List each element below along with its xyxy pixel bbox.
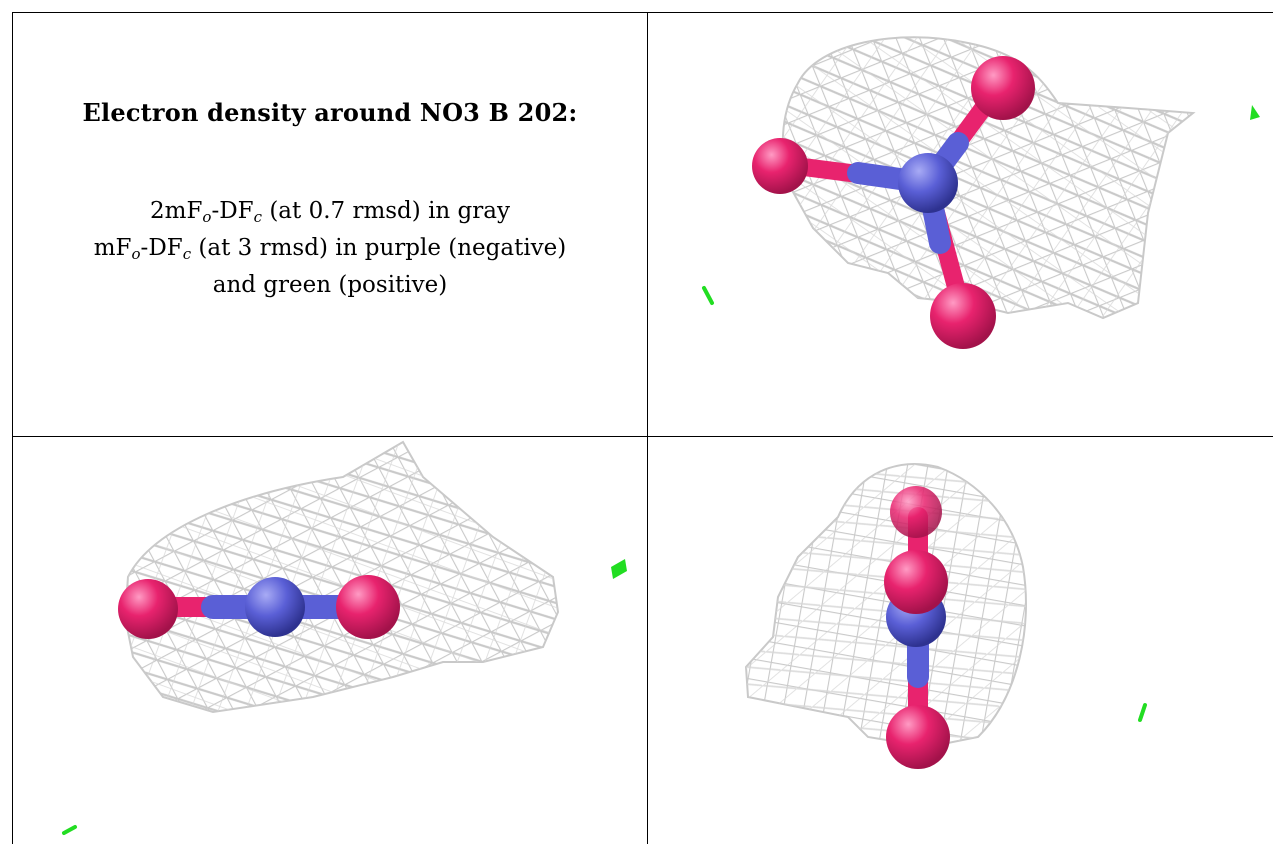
nitrate-molecule — [752, 56, 1035, 349]
oxygen-atom — [890, 486, 942, 538]
nitrate-molecule — [118, 575, 400, 639]
nitrogen-atom — [245, 577, 305, 637]
table-top-border — [12, 12, 1273, 13]
oxygen-atom — [930, 283, 996, 349]
table-center-divider — [647, 12, 648, 844]
oxygen-atom — [118, 579, 178, 639]
caption-line-2mfo-dfc: 2mFo-DFc (at 0.7 rmsd) in gray — [150, 198, 510, 226]
oxygen-atom — [884, 550, 948, 614]
oxygen-atom — [886, 705, 950, 769]
positive-density-blobs — [702, 105, 1260, 305]
caption-title: Electron density around NO3 B 202: — [82, 98, 578, 127]
caption-lines: 2mFo-DFc (at 0.7 rmsd) in gray mFo-DFc (… — [94, 193, 567, 304]
table-mid-border — [12, 436, 1273, 437]
positive-density-blobs — [1138, 703, 1147, 722]
density-view-top-right — [648, 13, 1273, 436]
caption-line-mfo-dfc: mFo-DFc (at 3 rmsd) in purple (negative) — [93, 235, 567, 263]
density-mesh — [744, 463, 1027, 749]
density-mesh — [781, 36, 1196, 320]
positive-density-blobs — [62, 559, 627, 835]
density-view-bottom-right — [648, 437, 1273, 844]
caption-line-colors: and green (positive) — [212, 272, 448, 298]
oxygen-atom — [971, 56, 1035, 120]
density-mesh — [123, 440, 560, 714]
density-view-bottom-left — [13, 437, 647, 844]
nitrogen-atom — [898, 153, 958, 213]
table-left-border — [12, 12, 13, 844]
caption-cell: Electron density around NO3 B 202: 2mFo-… — [12, 12, 648, 437]
oxygen-atom — [336, 575, 400, 639]
oxygen-atom — [752, 138, 808, 194]
nitrate-molecule — [884, 486, 950, 769]
